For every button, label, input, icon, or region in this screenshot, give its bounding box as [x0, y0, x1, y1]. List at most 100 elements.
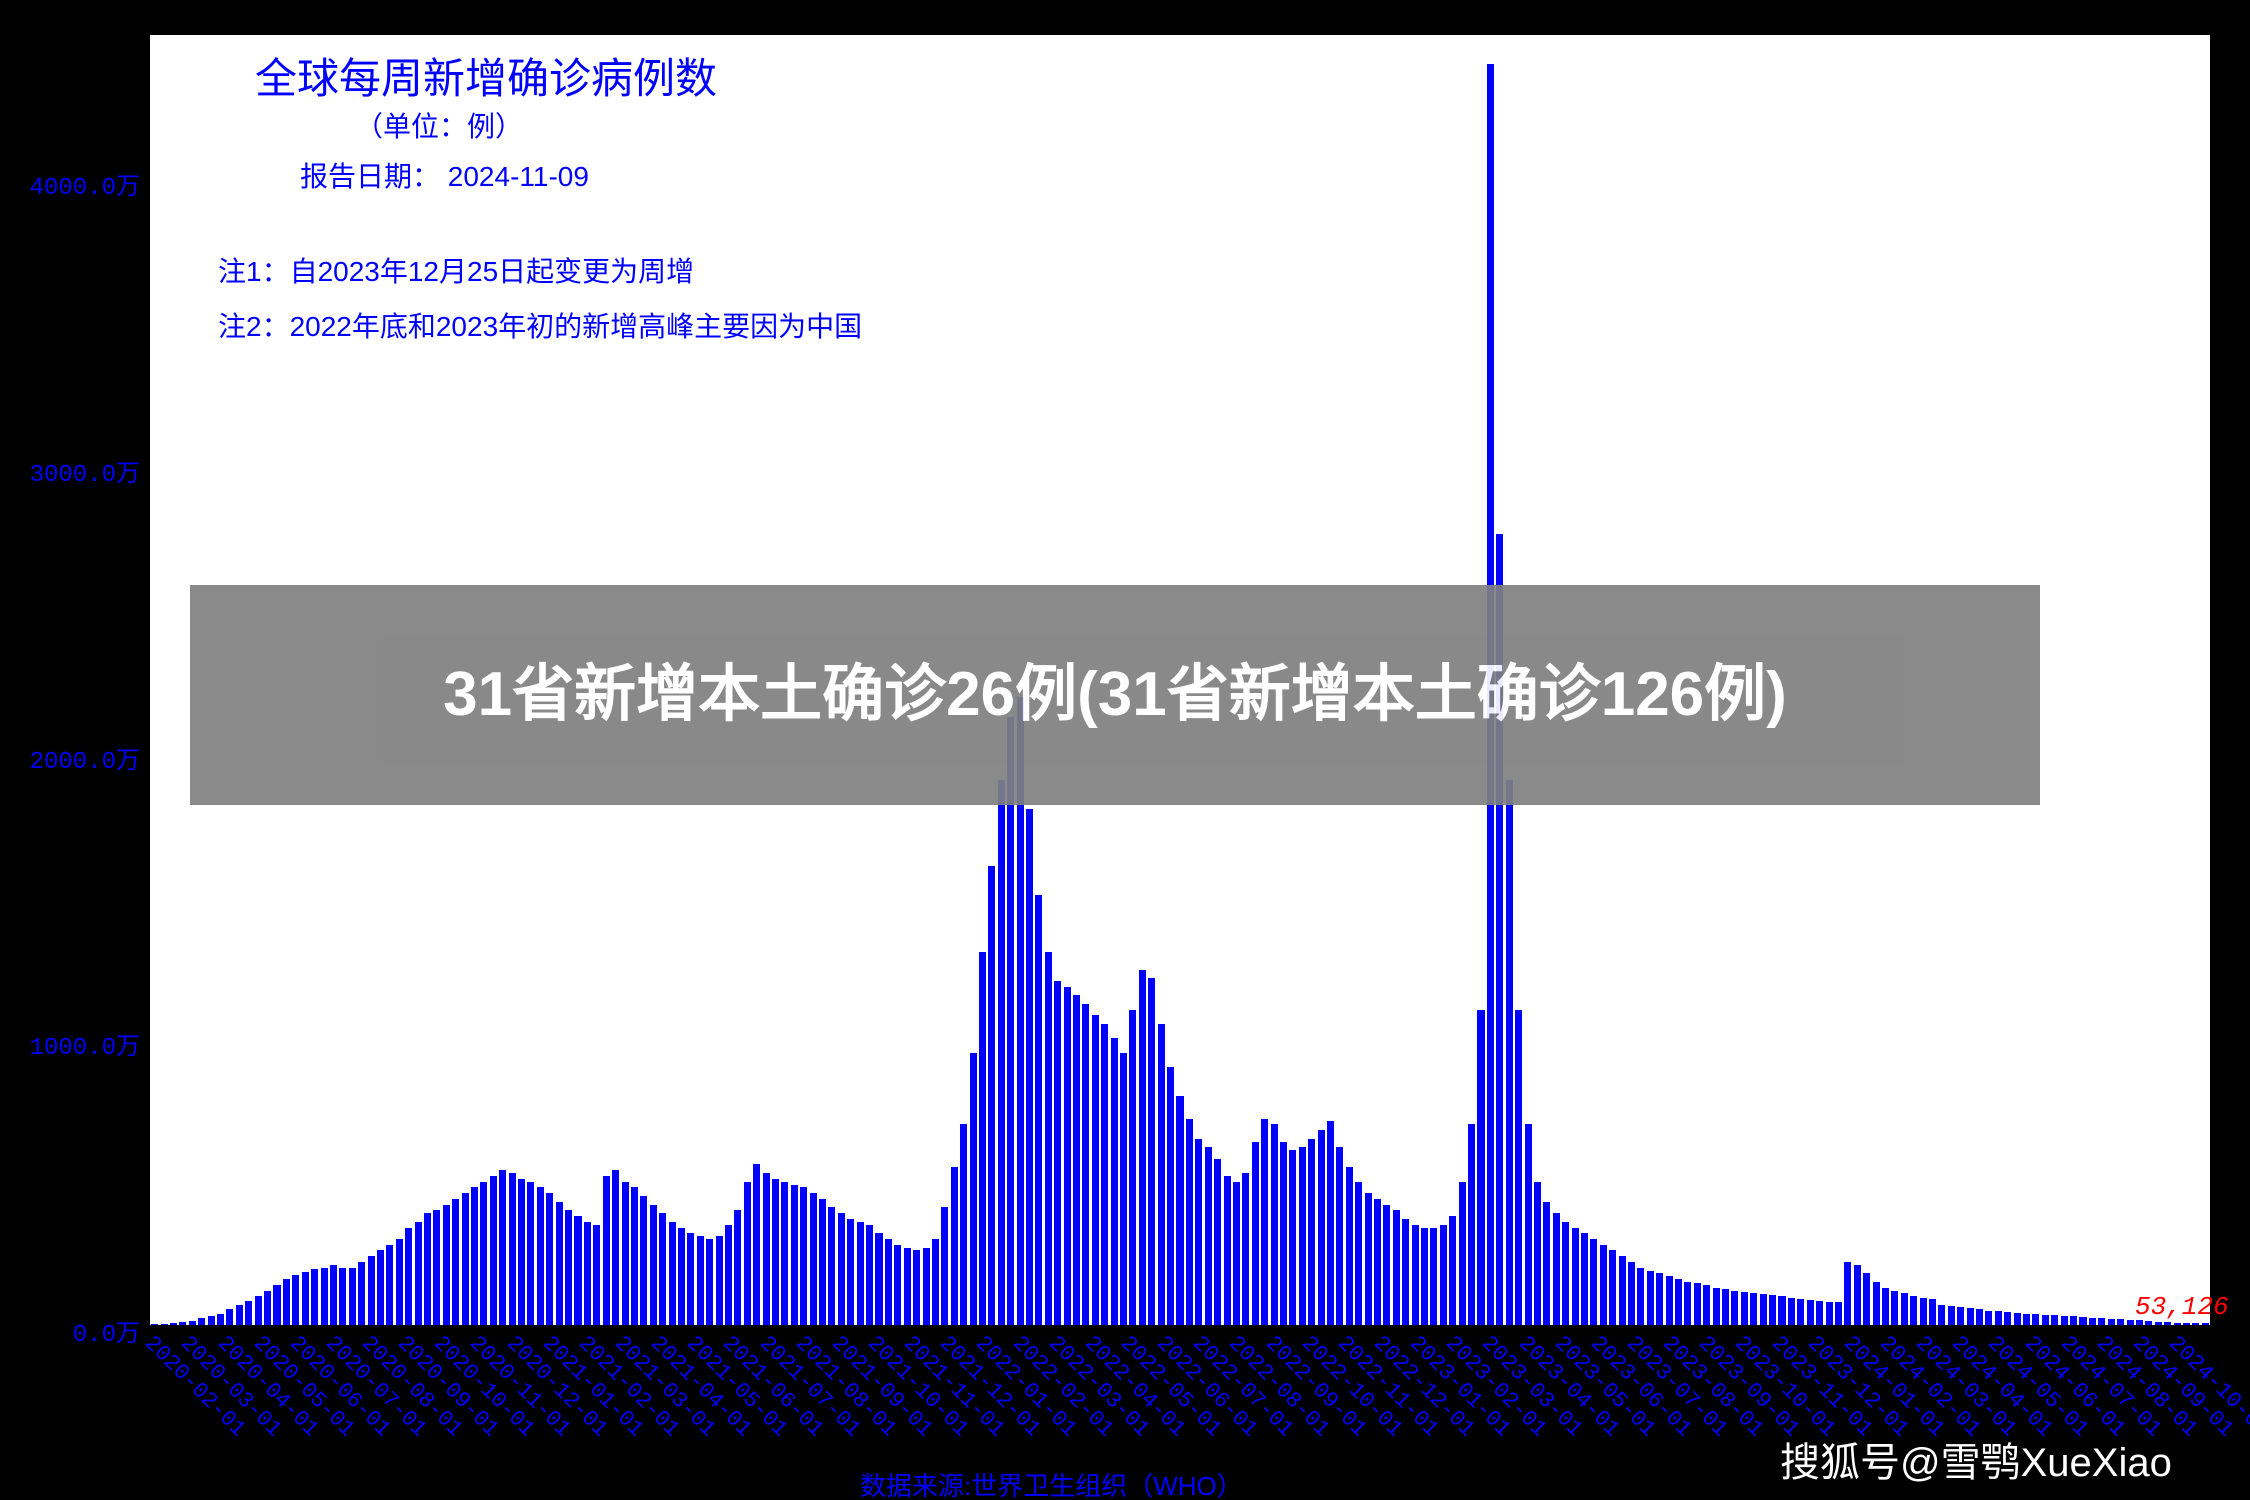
bar: [1430, 1228, 1437, 1325]
bar: [245, 1301, 252, 1325]
bar: [217, 1314, 224, 1325]
bar: [170, 1323, 177, 1325]
bar: [1807, 1300, 1814, 1325]
bar: [2174, 1323, 2181, 1325]
bar: [2089, 1318, 2096, 1325]
bar: [462, 1193, 469, 1325]
chart-report-date: 报告日期： 2024-11-09: [300, 155, 589, 195]
bar: [1111, 1038, 1118, 1325]
bar: [1477, 1010, 1484, 1325]
bar: [1543, 1202, 1550, 1325]
bar: [1383, 1205, 1390, 1325]
bar: [1619, 1256, 1626, 1325]
bar: [753, 1164, 760, 1325]
bar: [226, 1309, 233, 1325]
bar: [1722, 1289, 1729, 1325]
bar: [1703, 1285, 1710, 1325]
bar: [2117, 1319, 2124, 1325]
bar: [1910, 1296, 1917, 1325]
bar: [1553, 1213, 1560, 1325]
bar: [838, 1213, 845, 1325]
bar: [2014, 1313, 2021, 1325]
bar: [716, 1236, 723, 1325]
bar: [631, 1187, 638, 1325]
bar: [857, 1222, 864, 1325]
bar: [1835, 1302, 1842, 1325]
bar: [640, 1196, 647, 1325]
y-tick-label: 4000.0万: [0, 166, 140, 202]
bar: [1938, 1305, 1945, 1325]
bar: [1158, 1024, 1165, 1325]
bar: [1901, 1293, 1908, 1325]
bar: [1082, 1004, 1089, 1325]
bar: [151, 1324, 158, 1325]
bar: [1280, 1142, 1287, 1325]
bar: [1515, 1010, 1522, 1325]
bar: [584, 1222, 591, 1325]
bar: [509, 1173, 516, 1325]
bar: [1731, 1291, 1738, 1325]
overlay-text: 31省新增本土确诊26例(31省新增本土确诊126例): [443, 659, 1787, 730]
bar: [970, 1053, 977, 1325]
chart-note-2: 注2：2022年底和2023年初的新增高峰主要因为中国: [218, 305, 862, 345]
bar: [1045, 952, 1052, 1325]
bar: [904, 1248, 911, 1325]
bar: [2061, 1316, 2068, 1325]
bar: [1797, 1299, 1804, 1325]
bar: [1816, 1301, 1823, 1325]
bar: [1741, 1292, 1748, 1325]
bar: [612, 1170, 619, 1325]
bar: [358, 1262, 365, 1325]
bar: [988, 866, 995, 1325]
bar: [1148, 978, 1155, 1325]
bar: [236, 1305, 243, 1325]
bar: [1581, 1233, 1588, 1325]
chart-note-1: 注1：自2023年12月25日起变更为周增: [218, 250, 694, 290]
bar: [527, 1182, 534, 1325]
bar: [1684, 1282, 1691, 1325]
bar: [1534, 1182, 1541, 1325]
bar: [913, 1250, 920, 1325]
bar: [772, 1179, 779, 1325]
bar: [923, 1248, 930, 1325]
bar: [480, 1182, 487, 1325]
bar: [828, 1207, 835, 1325]
bar: [1920, 1298, 1927, 1325]
bar: [650, 1205, 657, 1325]
bar: [2127, 1320, 2134, 1325]
bar: [1007, 717, 1014, 1325]
bar: [302, 1272, 309, 1325]
bar: [1271, 1124, 1278, 1325]
bar: [2155, 1322, 2162, 1325]
bar: [1628, 1262, 1635, 1325]
bar: [2183, 1323, 2190, 1325]
bar: [2202, 1323, 2209, 1325]
bar: [951, 1167, 958, 1325]
bar: [941, 1207, 948, 1325]
bar: [518, 1179, 525, 1325]
bar: [1176, 1096, 1183, 1325]
bar: [415, 1222, 422, 1325]
bar: [1459, 1182, 1466, 1325]
bar: [1129, 1010, 1136, 1325]
bar: [979, 952, 986, 1325]
bar: [1167, 1067, 1174, 1325]
bar: [2079, 1317, 2086, 1325]
bar: [1694, 1283, 1701, 1325]
bar: [763, 1173, 770, 1325]
bar: [885, 1239, 892, 1325]
bar: [2070, 1316, 2077, 1325]
bar: [1195, 1139, 1202, 1325]
bar: [1788, 1298, 1795, 1325]
bar: [1224, 1176, 1231, 1325]
bar: [1449, 1216, 1456, 1325]
bar: [2032, 1314, 2039, 1325]
bar: [330, 1265, 337, 1325]
bar: [1891, 1291, 1898, 1325]
bar: [405, 1228, 412, 1325]
bar: [1976, 1309, 1983, 1325]
bar: [1026, 809, 1033, 1325]
bar: [2023, 1314, 2030, 1325]
bar: [1506, 780, 1513, 1325]
watermark: 搜狐号@雪鹗XueXiao: [1780, 1430, 2172, 1488]
